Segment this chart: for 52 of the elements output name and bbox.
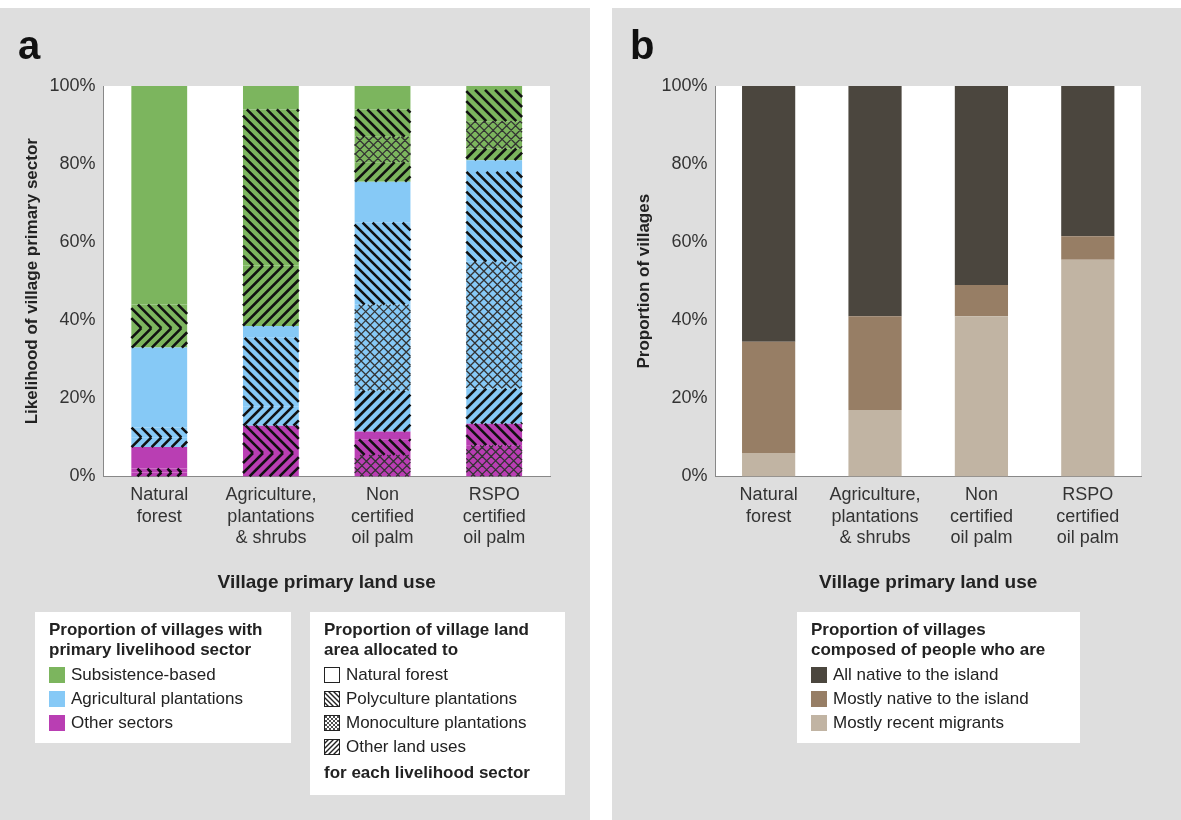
x-tick-label: RSPO certified oil palm [1056, 484, 1120, 548]
bar [1061, 259, 1115, 477]
bar [848, 410, 902, 477]
bar [954, 285, 1009, 317]
text: Polyculture plantations [346, 688, 518, 711]
y-axis-title: Proportion of villages [633, 193, 653, 369]
legend-title: Proportion of villages with primary livelihood sector [49, 620, 264, 660]
y-tick-label: 60% [671, 231, 708, 252]
y-tick-label: 80% [671, 153, 708, 174]
legend-label: Mostly recent migrants [833, 712, 1004, 735]
chart-title: b [630, 23, 655, 68]
chart-title: a [18, 23, 41, 68]
text: for each livelihood sector [324, 763, 531, 783]
bar [848, 86, 902, 317]
legend-label: Mostly native to the island [833, 688, 1029, 711]
text: Proportion of village land area allocated to [324, 620, 530, 660]
y-tick-label: 40% [671, 309, 708, 330]
y-tick-label: 40% [59, 309, 96, 330]
y-tick-label: 0% [69, 465, 96, 486]
text: Other land uses [346, 736, 467, 759]
y-tick-label: 20% [59, 387, 96, 408]
y-tick-label: 0% [681, 465, 708, 486]
text: Monoculture plantations [346, 712, 527, 735]
bar [954, 86, 1009, 286]
y-tick-label: 80% [59, 153, 96, 174]
bar [742, 86, 796, 342]
x-tick-label: RSPO certified oil palm [462, 484, 526, 548]
x-axis-title: Village primary land use [819, 570, 1038, 592]
text: Natural forest [346, 664, 449, 687]
bar [848, 316, 902, 411]
bar [954, 316, 1009, 477]
y-tick-label: 20% [671, 387, 708, 408]
legend-label: Subsistence-based [71, 664, 216, 687]
bar [742, 452, 796, 477]
legend-label: All native to the island [833, 664, 999, 687]
x-tick-label: Agriculture, plantations & shrubs [225, 484, 317, 548]
x-tick-label: Non certified oil palm [949, 484, 1013, 548]
x-axis-title: Village primary land use [217, 570, 436, 592]
bar [1061, 86, 1115, 237]
x-tick-label: Agriculture, plantations & shrubs [829, 484, 921, 548]
legend-title: Proportion of villages composed of people who are [811, 620, 1047, 660]
y-axis-title: Likelihood of village primary sector [21, 137, 41, 425]
x-tick-label: Natural forest [130, 484, 189, 526]
legend-label: Agricultural plantations [71, 688, 243, 711]
x-tick-label: Non certified oil palm [351, 484, 415, 548]
y-tick-label: 100% [49, 74, 96, 95]
bar [742, 341, 796, 453]
y-tick-label: 60% [59, 231, 96, 252]
x-tick-label: Natural forest [739, 484, 798, 526]
bar [1061, 236, 1115, 260]
legend-label: Other sectors [71, 712, 174, 735]
y-tick-label: 100% [661, 74, 708, 95]
